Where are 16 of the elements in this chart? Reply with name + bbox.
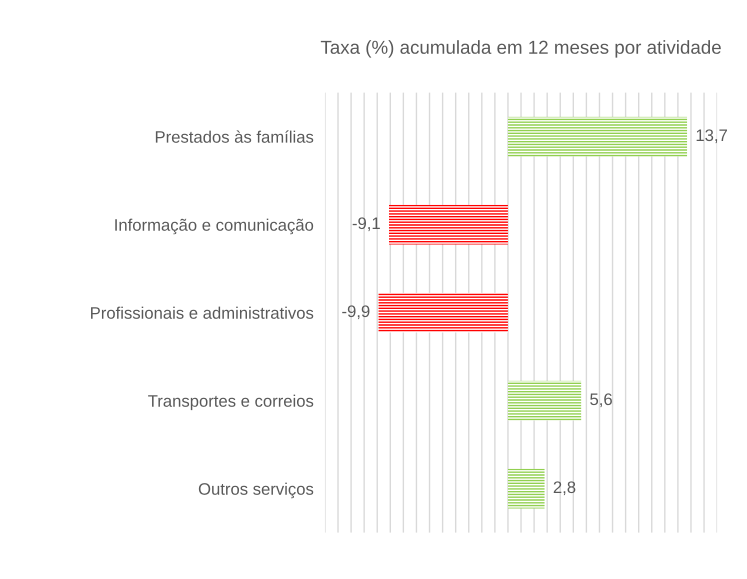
data-label: 2,8 — [554, 481, 576, 496]
bar — [389, 204, 508, 244]
y-tick-label: Profissionais e administrativos — [91, 306, 314, 319]
y-tick-label: Outros serviços — [198, 482, 314, 498]
data-label: -9,1 — [352, 217, 380, 232]
data-label: -9,9 — [342, 305, 370, 320]
y-tick-label: Prestados às famílias — [156, 130, 314, 143]
data-label: 13,7 — [696, 129, 727, 144]
bar — [508, 116, 688, 156]
data-label: 5,6 — [590, 393, 612, 408]
bar — [508, 380, 582, 420]
chart-title: Taxa (%) acumulada em 12 meses por atividade — [320, 40, 721, 58]
y-tick-label: Informação e comunicação — [115, 218, 314, 234]
y-tick-label: Transportes e correios — [148, 394, 314, 410]
bar — [508, 468, 545, 508]
bar — [378, 292, 508, 332]
